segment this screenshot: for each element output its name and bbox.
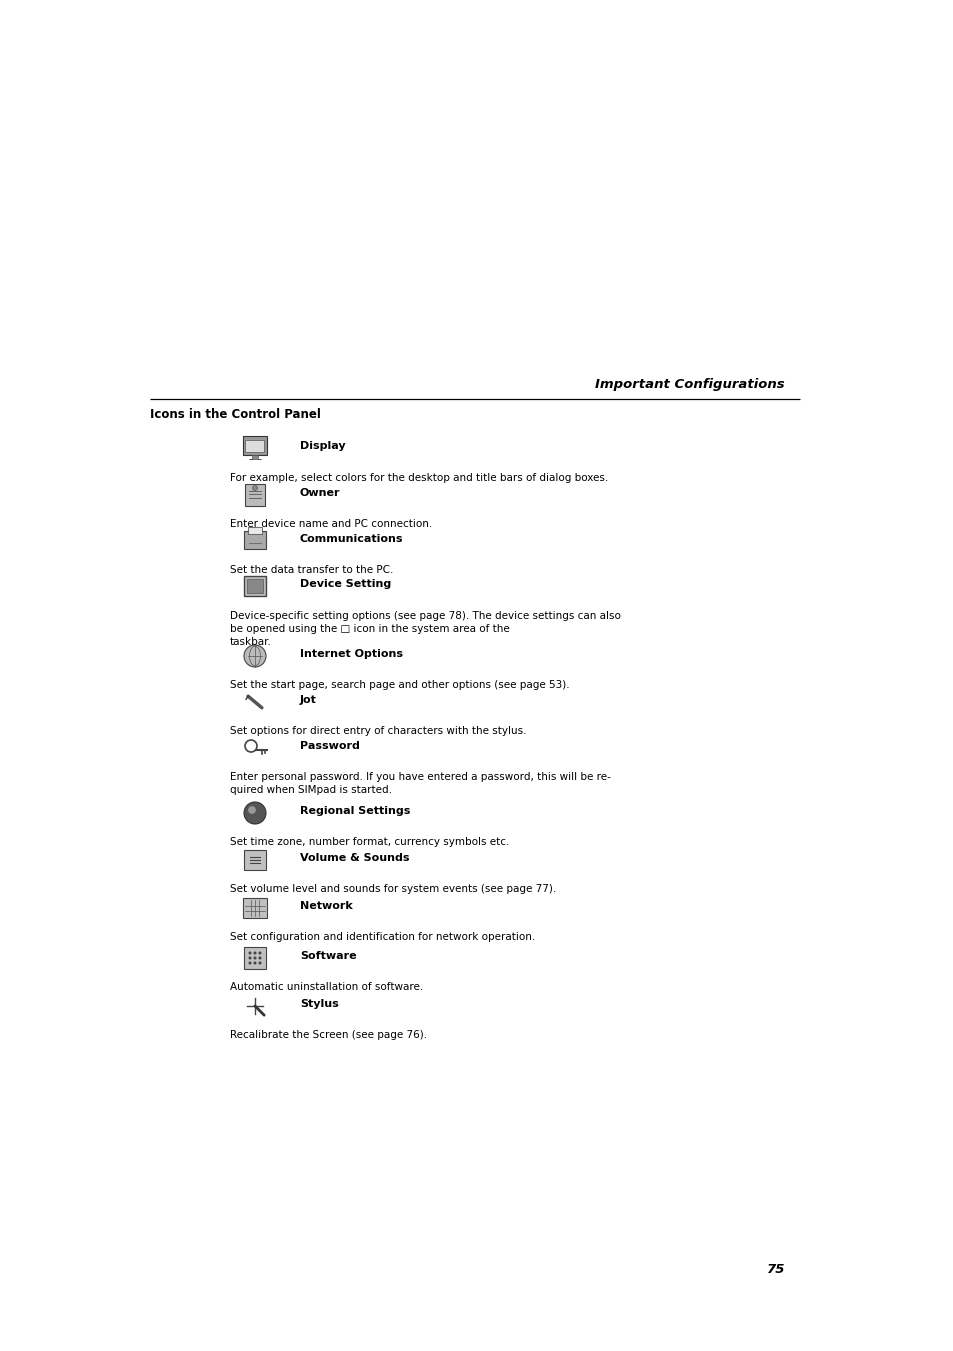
FancyBboxPatch shape	[248, 527, 262, 534]
Circle shape	[258, 951, 261, 955]
FancyBboxPatch shape	[244, 850, 266, 870]
Circle shape	[253, 957, 256, 959]
Text: Regional Settings: Regional Settings	[299, 807, 410, 816]
Circle shape	[248, 951, 252, 955]
FancyBboxPatch shape	[244, 531, 266, 549]
Circle shape	[244, 644, 266, 667]
Text: Software: Software	[299, 951, 356, 961]
Text: Device-specific setting options (see page 78). The device settings can also
be o: Device-specific setting options (see pag…	[230, 611, 620, 647]
FancyArrow shape	[250, 454, 260, 458]
FancyBboxPatch shape	[244, 576, 266, 596]
Text: 75: 75	[765, 1263, 784, 1275]
Circle shape	[253, 951, 256, 955]
FancyBboxPatch shape	[245, 439, 264, 453]
Text: Owner: Owner	[299, 488, 340, 499]
Text: Internet Options: Internet Options	[299, 648, 402, 659]
Text: Important Configurations: Important Configurations	[595, 378, 784, 390]
Text: Password: Password	[299, 740, 359, 751]
Circle shape	[253, 485, 257, 490]
Text: Set the start page, search page and other options (see page 53).: Set the start page, search page and othe…	[230, 680, 569, 690]
Text: Volume & Sounds: Volume & Sounds	[299, 852, 409, 863]
FancyBboxPatch shape	[247, 580, 263, 593]
Circle shape	[258, 962, 261, 965]
Circle shape	[248, 962, 252, 965]
Text: Enter device name and PC connection.: Enter device name and PC connection.	[230, 519, 432, 530]
Text: Device Setting: Device Setting	[299, 580, 391, 589]
Text: Set configuration and identification for network operation.: Set configuration and identification for…	[230, 932, 535, 942]
Text: Set time zone, number format, currency symbols etc.: Set time zone, number format, currency s…	[230, 838, 509, 847]
Circle shape	[244, 802, 266, 824]
Circle shape	[253, 962, 256, 965]
Text: Set the data transfer to the PC.: Set the data transfer to the PC.	[230, 565, 393, 576]
Text: Display: Display	[299, 440, 345, 451]
Text: Enter personal password. If you have entered a password, this will be re-
quired: Enter personal password. If you have ent…	[230, 771, 610, 794]
Circle shape	[248, 957, 252, 959]
Text: Set volume level and sounds for system events (see page 77).: Set volume level and sounds for system e…	[230, 884, 556, 894]
Circle shape	[258, 957, 261, 959]
Text: Stylus: Stylus	[299, 998, 338, 1009]
Text: Network: Network	[299, 901, 353, 911]
Text: For example, select colors for the desktop and title bars of dialog boxes.: For example, select colors for the deskt…	[230, 473, 608, 484]
Circle shape	[248, 807, 255, 813]
FancyBboxPatch shape	[245, 484, 265, 507]
Text: Recalibrate the Screen (see page 76).: Recalibrate the Screen (see page 76).	[230, 1029, 427, 1040]
Text: Set options for direct entry of characters with the stylus.: Set options for direct entry of characte…	[230, 725, 526, 736]
Text: Icons in the Control Panel: Icons in the Control Panel	[150, 408, 320, 422]
FancyBboxPatch shape	[243, 435, 267, 454]
Text: Automatic uninstallation of software.: Automatic uninstallation of software.	[230, 982, 423, 992]
Text: Jot: Jot	[299, 694, 316, 705]
FancyBboxPatch shape	[243, 898, 267, 917]
Text: Communications: Communications	[299, 534, 403, 544]
FancyBboxPatch shape	[244, 947, 266, 969]
